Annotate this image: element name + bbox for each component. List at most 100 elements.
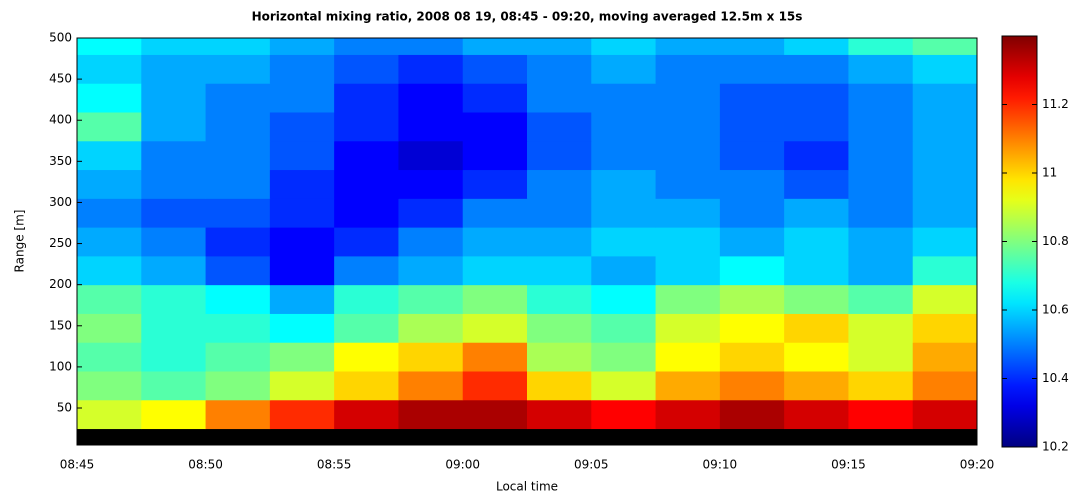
heatmap-cell: [398, 38, 464, 55]
heatmap-cell: [527, 227, 592, 257]
x-tick-label: 09:10: [703, 458, 738, 472]
colorbar-tick-label: 10.8: [1042, 234, 1069, 248]
y-axis-label: Range [m]: [13, 210, 27, 273]
heatmap-cell: [784, 255, 849, 286]
heatmap-cell: [398, 371, 464, 401]
heatmap-cell: [141, 284, 207, 314]
heatmap-cell: [912, 371, 978, 401]
heatmap-cell: [205, 54, 271, 84]
x-tick-label: 09:05: [574, 458, 609, 472]
heatmap-cell: [334, 198, 399, 228]
heatmap-cell: [269, 198, 335, 228]
y-tick-label: 250: [49, 236, 72, 250]
heatmap-cell: [655, 112, 721, 142]
x-tick-label: 08:45: [60, 458, 95, 472]
heatmap-cell: [527, 83, 592, 113]
heatmap-cell: [141, 169, 207, 199]
heatmap-cell: [655, 284, 721, 314]
heatmap-cell: [334, 255, 399, 286]
heatmap-cell: [655, 255, 721, 286]
heatmap-cell: [912, 313, 978, 343]
heatmap-cell: [591, 54, 657, 84]
colorbar: [1001, 35, 1038, 448]
heatmap-cell: [912, 54, 978, 84]
heatmap-cell: [269, 371, 335, 401]
heatmap-cell: [912, 140, 978, 171]
heatmap-cell: [527, 112, 592, 142]
y-tick-label: 100: [49, 359, 72, 373]
heatmap-cell: [462, 83, 528, 113]
heatmap-cell: [462, 198, 528, 228]
heatmap-cell: [77, 371, 142, 401]
heatmap-cell: [462, 54, 528, 84]
heatmap-cell: [77, 83, 142, 113]
heatmap-cell: [462, 112, 528, 142]
heatmap-cell: [77, 255, 142, 286]
plot-frame: [76, 37, 978, 446]
heatmap-cell: [655, 198, 721, 228]
heatmap-cell: [784, 284, 849, 314]
heatmap-cell: [848, 342, 914, 372]
heatmap-cell: [784, 83, 849, 113]
heatmap-cell: [334, 38, 399, 55]
heatmap-cell: [655, 54, 721, 84]
heatmap-cell: [527, 54, 592, 84]
heatmap-cell: [269, 38, 335, 55]
y-tick-label: 300: [49, 195, 72, 209]
heatmap-cell: [141, 342, 207, 372]
heatmap-cell: [784, 169, 849, 199]
heatmap-cell: [719, 112, 785, 142]
heatmap-cell: [141, 255, 207, 286]
heatmap-cell: [591, 342, 657, 372]
heatmap-cell: [398, 255, 464, 286]
heatmap-cell: [141, 227, 207, 257]
heatmap-cell: [398, 313, 464, 343]
heatmap-cell: [655, 313, 721, 343]
heatmap-cell: [141, 371, 207, 401]
heatmap-cell: [205, 140, 271, 171]
heatmap-cell: [719, 83, 785, 113]
heatmap-cell: [784, 38, 849, 55]
heatmap-cell: [141, 140, 207, 171]
heatmap-cell: [784, 399, 849, 430]
heatmap-cell: [527, 342, 592, 372]
heatmap-cell: [591, 399, 657, 430]
heatmap-cell: [269, 169, 335, 199]
heatmap-cell: [848, 169, 914, 199]
heatmap-cell: [269, 140, 335, 171]
heatmap-cell: [655, 140, 721, 171]
heatmap-cell: [334, 140, 399, 171]
heatmap-cell: [912, 342, 978, 372]
heatmap-cell: [848, 198, 914, 228]
heatmap-cell: [398, 284, 464, 314]
heatmap-cell: [719, 227, 785, 257]
heatmap-cell: [784, 198, 849, 228]
x-tick-label: 08:55: [317, 458, 352, 472]
heatmap-cell: [848, 255, 914, 286]
heatmap-cell: [269, 284, 335, 314]
colorbar-tick-label: 10.6: [1042, 303, 1069, 317]
heatmap-cell: [784, 54, 849, 84]
heatmap-cell: [334, 83, 399, 113]
heatmap-cell: [912, 284, 978, 314]
heatmap-cell: [591, 227, 657, 257]
heatmap-cell: [655, 169, 721, 199]
colorbar-tick-label: 11: [1042, 166, 1057, 180]
heatmap-cell: [591, 38, 657, 55]
heatmap-cell: [398, 140, 464, 171]
y-tick-label: 450: [49, 72, 72, 86]
heatmap-cell: [141, 83, 207, 113]
heatmap-cell: [848, 54, 914, 84]
heatmap-cell: [269, 83, 335, 113]
colorbar-tick-label: 11.2: [1042, 97, 1069, 111]
heatmap-cell: [912, 38, 978, 55]
heatmap-cell: [848, 140, 914, 171]
heatmap-cell: [591, 198, 657, 228]
heatmap-cell: [655, 38, 721, 55]
heatmap-cell: [205, 255, 271, 286]
heatmap-cell: [912, 399, 978, 430]
heatmap-cell: [591, 112, 657, 142]
heatmap-cell: [334, 399, 399, 430]
heatmap-cell: [462, 284, 528, 314]
heatmap-cell: [334, 169, 399, 199]
